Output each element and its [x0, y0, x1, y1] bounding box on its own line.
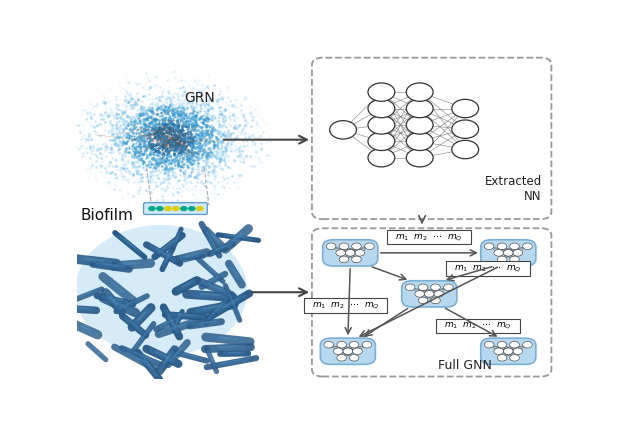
Circle shape	[352, 256, 362, 263]
Circle shape	[510, 243, 519, 250]
Circle shape	[523, 243, 532, 250]
Circle shape	[431, 284, 440, 291]
Circle shape	[355, 250, 365, 256]
Circle shape	[406, 116, 433, 134]
Circle shape	[349, 354, 359, 361]
Circle shape	[504, 348, 513, 354]
Circle shape	[497, 256, 507, 263]
Ellipse shape	[75, 225, 247, 356]
FancyBboxPatch shape	[320, 338, 375, 364]
Circle shape	[362, 341, 372, 348]
Circle shape	[368, 116, 395, 134]
Circle shape	[405, 284, 415, 291]
FancyBboxPatch shape	[481, 240, 536, 266]
Text: GRN: GRN	[184, 91, 215, 105]
Circle shape	[513, 250, 523, 256]
Circle shape	[425, 291, 434, 297]
FancyBboxPatch shape	[323, 240, 378, 266]
Circle shape	[452, 140, 478, 159]
Circle shape	[368, 83, 395, 101]
Circle shape	[444, 284, 453, 291]
Circle shape	[523, 341, 532, 348]
Circle shape	[337, 341, 347, 348]
Circle shape	[368, 132, 395, 150]
FancyBboxPatch shape	[436, 319, 520, 333]
Circle shape	[337, 354, 347, 361]
Circle shape	[406, 149, 433, 167]
Circle shape	[494, 348, 504, 354]
Circle shape	[329, 121, 357, 139]
Circle shape	[365, 243, 375, 250]
FancyBboxPatch shape	[402, 281, 457, 307]
FancyBboxPatch shape	[143, 203, 207, 214]
Circle shape	[415, 291, 425, 297]
Circle shape	[497, 243, 507, 250]
Circle shape	[494, 250, 504, 256]
Circle shape	[485, 243, 494, 250]
FancyBboxPatch shape	[481, 338, 536, 364]
Text: $m_1$  $m_2$  $\cdots$  $m_Q$: $m_1$ $m_2$ $\cdots$ $m_Q$	[396, 232, 463, 242]
Circle shape	[497, 354, 507, 361]
Text: $m_1$  $m_2$  $\cdots$  $m_Q$: $m_1$ $m_2$ $\cdots$ $m_Q$	[454, 263, 522, 274]
Text: $m_1$  $m_2$  $\cdots$  $m_Q$: $m_1$ $m_2$ $\cdots$ $m_Q$	[444, 320, 512, 331]
Circle shape	[418, 297, 428, 304]
Circle shape	[485, 341, 494, 348]
Text: $m_1$  $m_2$  $\cdots$  $m_Q$: $m_1$ $m_2$ $\cdots$ $m_Q$	[311, 300, 379, 311]
Circle shape	[339, 256, 349, 263]
Circle shape	[324, 341, 334, 348]
Text: Full GNN: Full GNN	[438, 359, 492, 372]
FancyBboxPatch shape	[303, 298, 387, 313]
Circle shape	[180, 206, 188, 211]
Circle shape	[431, 297, 440, 304]
Circle shape	[336, 250, 345, 256]
FancyBboxPatch shape	[387, 230, 471, 245]
Circle shape	[188, 206, 196, 211]
FancyBboxPatch shape	[446, 261, 530, 276]
Circle shape	[504, 250, 513, 256]
Circle shape	[452, 99, 478, 118]
Circle shape	[352, 243, 362, 250]
Circle shape	[418, 284, 428, 291]
Circle shape	[406, 99, 433, 118]
Circle shape	[368, 99, 395, 118]
Circle shape	[148, 206, 156, 211]
Circle shape	[497, 341, 507, 348]
Circle shape	[164, 206, 172, 211]
Text: Extracted
NN: Extracted NN	[485, 175, 542, 203]
Circle shape	[156, 206, 164, 211]
Circle shape	[334, 348, 343, 354]
Circle shape	[510, 341, 519, 348]
Circle shape	[196, 206, 203, 211]
Circle shape	[339, 243, 349, 250]
Circle shape	[326, 243, 336, 250]
Circle shape	[434, 291, 444, 297]
Circle shape	[345, 250, 355, 256]
Circle shape	[349, 341, 359, 348]
Circle shape	[452, 120, 478, 138]
Circle shape	[510, 256, 519, 263]
Circle shape	[406, 83, 433, 101]
Circle shape	[343, 348, 353, 354]
Circle shape	[172, 206, 180, 211]
Circle shape	[513, 348, 523, 354]
Circle shape	[510, 354, 519, 361]
Text: Biofilm: Biofilm	[80, 207, 133, 223]
Circle shape	[368, 149, 395, 167]
Circle shape	[353, 348, 362, 354]
Circle shape	[406, 132, 433, 150]
